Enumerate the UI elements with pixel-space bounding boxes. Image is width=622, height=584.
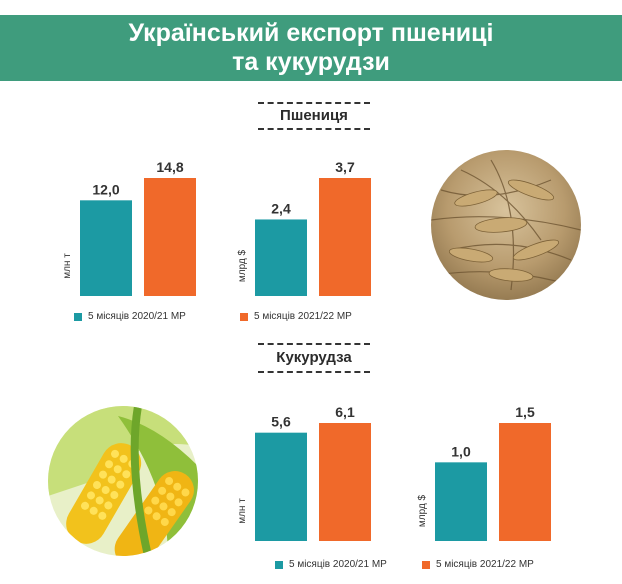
bar-2021 — [499, 423, 551, 541]
wheat-legend-2021: 5 місяців 2021/22 МР — [240, 311, 352, 322]
legend-swatch-2021 — [422, 560, 430, 569]
bar-value-label: 6,1 — [335, 404, 355, 420]
y-axis-label: млрд $ — [237, 249, 248, 282]
bar-value-label: 12,0 — [92, 181, 119, 197]
bar-2021 — [144, 178, 196, 296]
bar-value-label: 5,6 — [271, 414, 291, 430]
wheat-divider-top — [258, 102, 370, 104]
corn-volume-chart: млн т 5,6 6,1 — [237, 404, 371, 541]
bar-value-label: 14,8 — [156, 159, 183, 175]
bar-2020 — [435, 462, 487, 541]
legend-swatch-2020 — [74, 312, 82, 321]
bar-value-label: 1,5 — [515, 404, 535, 420]
corn-section-title: Кукурудза — [276, 349, 352, 366]
wheat-legend-2020: 5 місяців 2020/21 МР — [74, 311, 186, 322]
y-axis-label: млрд $ — [417, 494, 428, 527]
bar-2020 — [255, 432, 307, 541]
corn-divider-top — [258, 343, 370, 345]
y-axis-label: млн т — [237, 498, 248, 524]
corn-value-chart: млрд $ 1,0 1,5 — [417, 404, 551, 541]
bar-value-label: 1,0 — [451, 443, 471, 459]
header-title-line2: та кукурудзи — [232, 48, 390, 76]
corn-divider-bottom — [258, 371, 370, 373]
corn-legend-2021: 5 місяців 2021/22 МР — [422, 559, 534, 570]
corn-legend-2020: 5 місяців 2020/21 МР — [275, 559, 387, 570]
page-header: Український експорт пшениці та кукурудзи — [0, 15, 622, 81]
wheat-value-chart: млрд $ 2,4 3,7 — [237, 159, 371, 296]
bar-2021 — [319, 423, 371, 541]
bar-2021 — [319, 178, 371, 296]
bar-value-label: 3,7 — [335, 159, 355, 175]
legend-label-2021: 5 місяців 2021/22 МР — [436, 559, 534, 570]
wheat-section-title: Пшениця — [280, 107, 348, 124]
header-title-line1: Український експорт пшениці — [128, 19, 494, 47]
bar-2020 — [80, 200, 132, 296]
wheat-photo — [431, 150, 581, 300]
legend-label-2021: 5 місяців 2021/22 МР — [254, 311, 352, 322]
legend-label-2020: 5 місяців 2020/21 МР — [88, 311, 186, 322]
bar-value-label: 2,4 — [271, 200, 291, 216]
legend-label-2020: 5 місяців 2020/21 МР — [289, 559, 387, 570]
bar-2020 — [255, 219, 307, 296]
legend-swatch-2020 — [275, 560, 283, 569]
wheat-divider-bottom — [258, 128, 370, 130]
legend-swatch-2021 — [240, 312, 248, 321]
y-axis-label: млн т — [62, 253, 73, 279]
wheat-volume-chart: млн т 12,0 14,8 — [62, 159, 196, 296]
corn-photo — [48, 406, 198, 556]
